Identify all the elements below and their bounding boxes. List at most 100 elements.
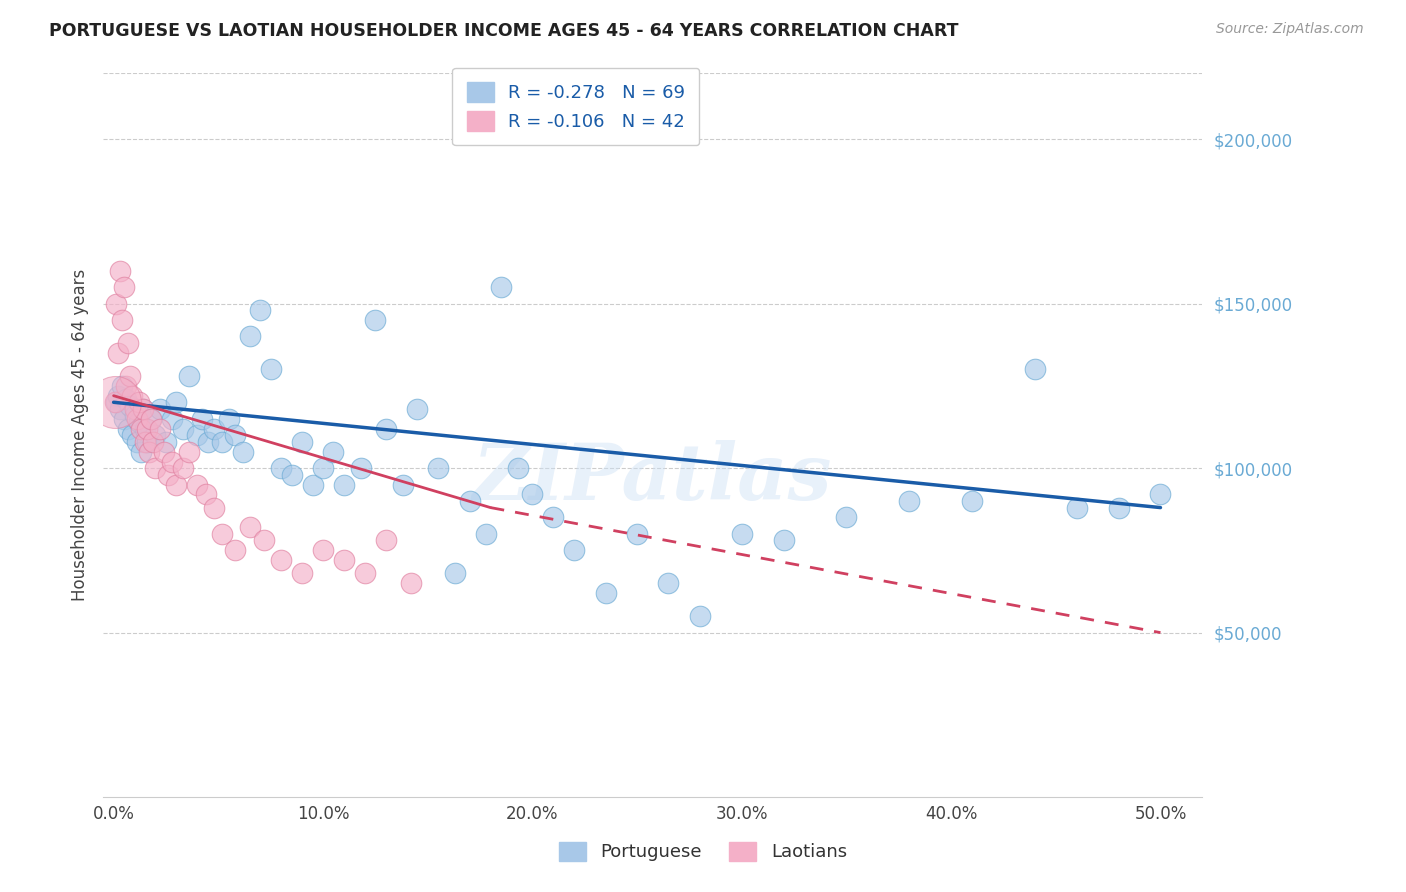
Point — [111, 379, 134, 393]
Point — [141, 411, 163, 425]
Legend: R = -0.278   N = 69, R = -0.106   N = 42: R = -0.278 N = 69, R = -0.106 N = 42 — [453, 68, 700, 145]
Text: PORTUGUESE VS LAOTIAN HOUSEHOLDER INCOME AGES 45 - 64 YEARS CORRELATION CHART: PORTUGUESE VS LAOTIAN HOUSEHOLDER INCOME… — [49, 22, 959, 40]
Point — [129, 444, 152, 458]
Point — [322, 444, 344, 458]
Point — [595, 586, 617, 600]
Point — [160, 454, 183, 468]
Point — [115, 392, 138, 406]
Point — [211, 434, 233, 449]
Point — [141, 411, 163, 425]
Text: Source: ZipAtlas.com: Source: ZipAtlas.com — [1216, 22, 1364, 37]
Point — [172, 422, 194, 436]
Point — [224, 543, 246, 558]
Point — [270, 553, 292, 567]
Point — [129, 422, 152, 436]
Point — [134, 434, 156, 449]
Point — [145, 428, 167, 442]
Point — [475, 527, 498, 541]
Point — [172, 461, 194, 475]
Point — [165, 477, 187, 491]
Point — [190, 411, 212, 425]
Point — [291, 434, 314, 449]
Point — [312, 461, 335, 475]
Point — [211, 527, 233, 541]
Point — [107, 346, 129, 360]
Point — [125, 411, 148, 425]
Point — [562, 543, 585, 558]
Point — [186, 428, 208, 442]
Point — [194, 487, 217, 501]
Point — [177, 368, 200, 383]
Point — [138, 444, 160, 458]
Legend: Portuguese, Laotians: Portuguese, Laotians — [547, 829, 859, 874]
Point — [232, 444, 254, 458]
Point — [391, 477, 413, 491]
Point — [506, 461, 529, 475]
Point — [121, 428, 143, 442]
Point — [128, 415, 150, 429]
Point — [772, 533, 794, 548]
Point — [835, 510, 858, 524]
Point — [239, 329, 262, 343]
Point — [132, 401, 155, 416]
Point — [157, 467, 180, 482]
Point — [291, 566, 314, 581]
Point — [960, 494, 983, 508]
Point — [128, 395, 150, 409]
Point — [626, 527, 648, 541]
Point — [301, 477, 323, 491]
Point — [202, 500, 225, 515]
Point — [124, 401, 146, 416]
Point — [145, 461, 167, 475]
Point — [117, 422, 139, 436]
Point — [374, 533, 396, 548]
Point — [689, 609, 711, 624]
Point — [270, 461, 292, 475]
Point — [898, 494, 921, 508]
Point — [427, 461, 450, 475]
Point — [1149, 487, 1171, 501]
Point — [121, 389, 143, 403]
Point — [399, 576, 422, 591]
Y-axis label: Householder Income Ages 45 - 64 years: Householder Income Ages 45 - 64 years — [72, 269, 89, 601]
Point — [124, 409, 146, 423]
Point — [136, 434, 159, 449]
Point — [136, 422, 159, 436]
Point — [657, 576, 679, 591]
Point — [108, 263, 131, 277]
Point — [1024, 362, 1046, 376]
Point — [218, 411, 240, 425]
Point — [120, 399, 142, 413]
Point — [543, 510, 565, 524]
Point — [522, 487, 544, 501]
Point — [153, 444, 176, 458]
Point — [333, 553, 356, 567]
Point — [239, 520, 262, 534]
Point — [112, 280, 135, 294]
Point — [444, 566, 467, 581]
Text: ZIPatlas: ZIPatlas — [472, 441, 832, 516]
Point — [280, 467, 302, 482]
Point — [353, 566, 375, 581]
Point — [253, 533, 276, 548]
Point — [125, 434, 148, 449]
Point — [333, 477, 356, 491]
Point — [177, 444, 200, 458]
Point — [1066, 500, 1088, 515]
Point — [115, 379, 138, 393]
Point — [406, 401, 429, 416]
Point — [120, 368, 142, 383]
Point — [149, 422, 172, 436]
Point — [202, 422, 225, 436]
Point — [132, 401, 155, 416]
Point — [165, 395, 187, 409]
Point — [149, 401, 172, 416]
Point — [108, 401, 131, 416]
Point — [155, 434, 177, 449]
Point — [186, 477, 208, 491]
Point — [104, 296, 127, 310]
Point — [458, 494, 481, 508]
Point — [134, 422, 156, 436]
Point — [104, 395, 127, 409]
Point — [259, 362, 281, 376]
